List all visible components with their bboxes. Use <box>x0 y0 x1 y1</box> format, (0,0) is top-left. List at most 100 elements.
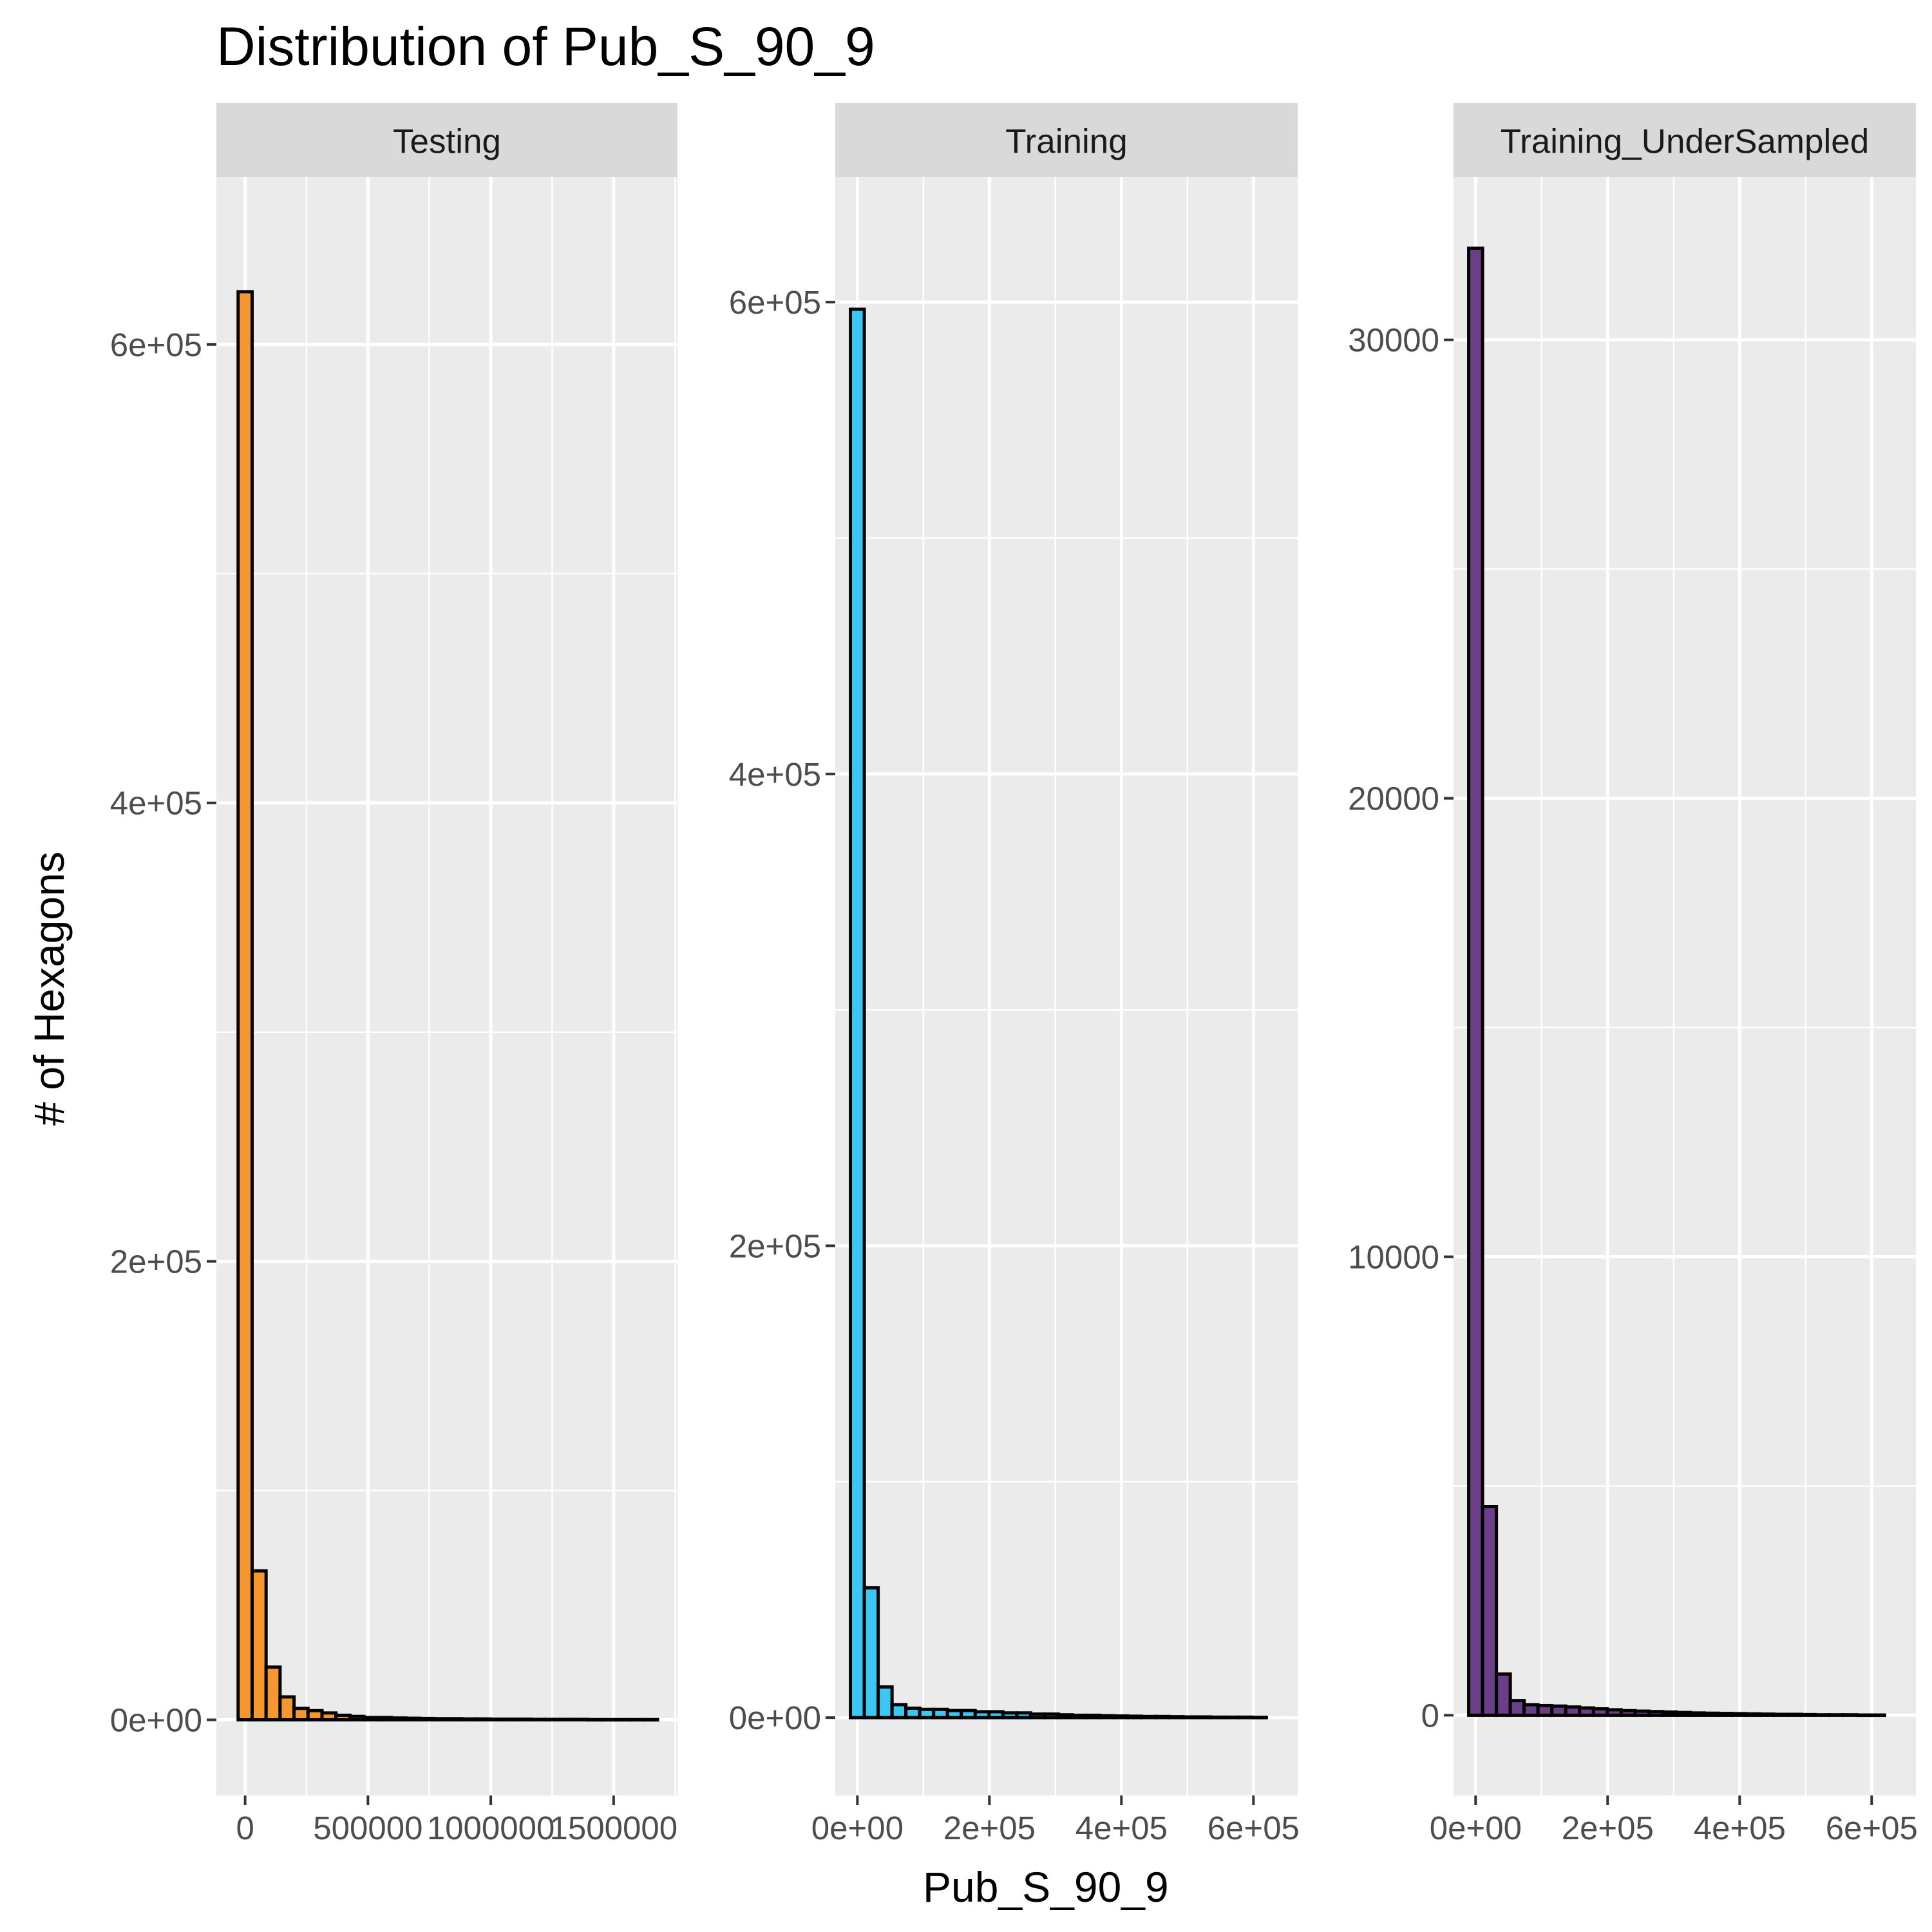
histogram-bar <box>1522 1703 1540 1717</box>
histogram-bar <box>362 1716 380 1722</box>
facet-panel: Training_UnderSampled 0 10000 20000 30000 0e+… <box>1348 103 1918 1846</box>
histogram-bar <box>1786 1712 1803 1717</box>
histogram-bar <box>1043 1712 1060 1719</box>
histogram-bar <box>1223 1715 1240 1719</box>
histogram-bar <box>390 1716 408 1722</box>
x-tick-label: 4e+05 <box>1694 1810 1786 1846</box>
facet-strip-label: Testing <box>393 123 501 161</box>
facet-strip-label: Training <box>1005 123 1128 161</box>
y-tick-label: 0 <box>1421 1697 1439 1734</box>
histogram-bar <box>641 1718 659 1722</box>
x-tick-label: 1500000 <box>550 1810 678 1846</box>
histogram-bar <box>1126 1714 1144 1719</box>
histogram-bar <box>987 1710 1005 1719</box>
histogram-bar <box>614 1718 632 1722</box>
histogram-bar <box>1661 1710 1678 1717</box>
facet-panel: Testing 0e+00 2e+05 4e+05 6e+05 0 500000 100000… <box>110 103 677 1846</box>
histogram-bar <box>1772 1712 1790 1717</box>
histogram-bar <box>1799 1712 1817 1717</box>
histogram-bar <box>1001 1711 1019 1719</box>
histogram-bar <box>1841 1713 1859 1717</box>
facet-strip-label: Training_UnderSampled <box>1501 123 1870 161</box>
y-tick-label: 10000 <box>1348 1239 1439 1276</box>
y-tick-label: 20000 <box>1348 781 1439 817</box>
histogram-bar <box>600 1718 618 1722</box>
histogram-bar <box>264 1665 282 1722</box>
histogram-bar <box>1028 1712 1046 1719</box>
histogram-bar <box>1168 1715 1185 1719</box>
histogram-bar <box>250 1569 268 1722</box>
histogram-bar <box>306 1709 324 1722</box>
x-tick-label: 4e+05 <box>1075 1810 1168 1846</box>
histogram-bar <box>1070 1713 1088 1719</box>
histogram-bar <box>1647 1710 1665 1717</box>
histogram-bar <box>558 1718 576 1722</box>
histogram-bar <box>1814 1713 1831 1717</box>
histogram-bar <box>1015 1711 1032 1719</box>
x-tick-label: 500000 <box>313 1810 422 1846</box>
histogram-bar <box>1591 1707 1609 1717</box>
histogram-bar <box>1495 1672 1512 1717</box>
histogram-bar <box>1564 1705 1582 1717</box>
histogram-bar <box>1869 1713 1886 1718</box>
histogram-bar <box>1702 1711 1720 1717</box>
histogram-bar <box>278 1695 296 1722</box>
x-tick-label: 1000000 <box>427 1810 555 1846</box>
histogram-bar <box>1550 1704 1567 1717</box>
y-tick-label: 6e+05 <box>729 284 821 321</box>
histogram-bar <box>1730 1712 1748 1717</box>
panel-background <box>1454 177 1916 1795</box>
histogram-bar <box>1605 1708 1623 1717</box>
histogram-bar <box>1619 1709 1637 1717</box>
histogram-bar <box>1084 1713 1102 1719</box>
histogram-bar <box>1758 1712 1776 1717</box>
histogram-bar <box>404 1716 422 1722</box>
histogram-bar <box>945 1709 963 1719</box>
histogram-bar <box>1467 246 1484 1717</box>
histogram-bar <box>418 1716 436 1722</box>
histogram-bar <box>530 1718 547 1722</box>
histogram-bar <box>1112 1714 1130 1719</box>
histogram-bar <box>918 1707 936 1719</box>
histogram-bar <box>1716 1712 1734 1717</box>
histogram-bar <box>1056 1713 1074 1719</box>
histogram-bar <box>320 1711 338 1722</box>
x-tick-label: 0e+00 <box>1430 1810 1522 1846</box>
histogram-bar <box>1195 1715 1213 1719</box>
chart-title: Distribution of Pub_S_90_9 <box>216 16 875 77</box>
y-tick-label: 6e+05 <box>110 327 202 363</box>
histogram-bar <box>1536 1703 1554 1717</box>
histogram-bar <box>1744 1712 1762 1717</box>
facet-strip <box>1454 103 1916 177</box>
x-tick-label: 6e+05 <box>1826 1810 1918 1846</box>
histogram-bar <box>904 1706 922 1719</box>
histogram-bar <box>1181 1715 1199 1719</box>
histogram-bar <box>572 1718 589 1722</box>
histogram-bar <box>1140 1714 1157 1719</box>
histogram-bar <box>432 1717 450 1722</box>
histogram-bar <box>628 1718 645 1722</box>
y-tick-label: 2e+05 <box>729 1227 821 1264</box>
histogram-bar <box>292 1707 310 1722</box>
facet-strip <box>835 103 1298 177</box>
y-tick-label: 4e+05 <box>729 756 821 793</box>
histogram-bar <box>862 1586 880 1719</box>
x-tick-label: 6e+05 <box>1208 1810 1300 1846</box>
histogram-bar <box>1674 1710 1692 1717</box>
panel-background <box>216 177 677 1795</box>
x-tick-label: 0 <box>236 1810 254 1846</box>
y-tick-label: 4e+05 <box>110 785 202 822</box>
histogram-bar <box>1689 1711 1706 1717</box>
x-tick-label: 2e+05 <box>943 1810 1036 1846</box>
x-tick-label: 0e+00 <box>811 1810 904 1846</box>
histogram-bar <box>960 1709 977 1719</box>
histogram-bar <box>585 1718 603 1722</box>
facet-panel: Training 0e+00 2e+05 4e+05 6e+05 0e+00 2e+05 4e… <box>729 103 1300 1846</box>
panel-background <box>835 177 1298 1795</box>
y-axis-title: # of Hexagons <box>25 851 73 1126</box>
histogram-bar <box>348 1714 366 1722</box>
histogram-bar <box>1481 1505 1499 1717</box>
y-tick-label: 2e+05 <box>110 1244 202 1280</box>
